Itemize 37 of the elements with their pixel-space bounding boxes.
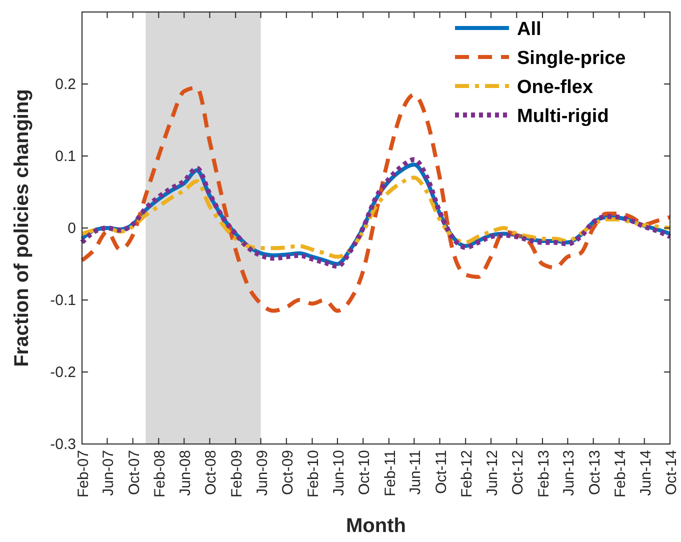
x-tick-label: Jun-07 [100, 450, 118, 496]
x-tick-label: Oct-09 [279, 450, 296, 496]
x-tick-label: Feb-11 [382, 450, 399, 496]
y-axis-title: Fraction of policies changing [11, 89, 33, 367]
x-tick-label: Feb-08 [152, 450, 169, 498]
x-tick-label: Oct-14 [663, 450, 680, 496]
legend-label: Single-price [517, 48, 626, 69]
y-tick-label: -0.3 [50, 436, 76, 453]
x-tick-label: Oct-13 [586, 450, 604, 496]
x-tick-label: Oct-10 [356, 450, 374, 496]
x-tick-label: Jun-09 [254, 450, 271, 496]
x-tick-label: Feb-07 [75, 450, 92, 498]
x-tick-label: Oct-11 [432, 450, 450, 494]
y-tick-label: 0.2 [55, 76, 76, 93]
y-tick-label: 0 [68, 220, 76, 237]
legend-label: All [517, 19, 542, 40]
x-tick-label: Jun-14 [637, 450, 654, 496]
y-tick-label: -0.2 [50, 364, 76, 381]
x-tick-label: Feb-12 [458, 450, 476, 498]
x-tick-label: Jun-10 [330, 450, 348, 496]
x-tick-label: Oct-12 [510, 450, 527, 496]
y-tick-label: 0.1 [55, 148, 76, 165]
line-series [80, 176, 672, 259]
x-tick-label: Feb-14 [612, 450, 630, 498]
x-tick-label: Oct-07 [126, 450, 143, 496]
legend-label: Multi-rigid [517, 106, 609, 127]
x-tick-label: Jun-11 [407, 450, 424, 495]
x-tick-label: Jun-13 [560, 450, 578, 496]
x-tick-label: Oct-08 [202, 450, 220, 496]
y-tick-label: -0.1 [50, 292, 76, 309]
x-tick-label: Jun-12 [484, 450, 502, 496]
legend-label: One-flex [517, 77, 594, 98]
x-tick-label: Feb-13 [535, 450, 552, 498]
x-tick-label: Feb-09 [228, 450, 246, 498]
x-tick-label: Feb-10 [305, 450, 322, 498]
x-axis-title: Month [346, 515, 406, 537]
x-tick-label: Jun-08 [177, 450, 194, 496]
